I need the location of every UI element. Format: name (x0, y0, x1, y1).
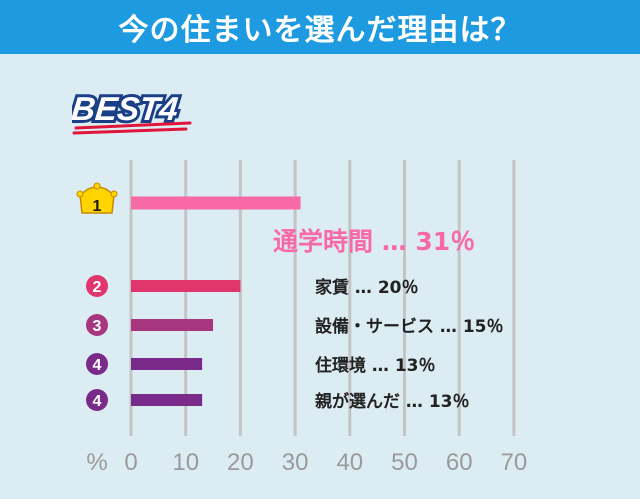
page-title: 今の住まいを選んだ理由は？ (118, 13, 522, 48)
rank-badge (86, 314, 108, 336)
rank-number: 1 (93, 198, 102, 215)
x-tick-label: 30 (282, 449, 309, 476)
x-tick-label: 70 (501, 449, 528, 476)
data-label: 住環境 … 13％ (315, 355, 436, 376)
x-tick-label: 50 (391, 449, 418, 476)
data-label: 家賃 … 20％ (315, 277, 419, 298)
crown-icon-jewel (93, 182, 101, 190)
rank-badge (86, 275, 108, 297)
bar (131, 358, 203, 370)
best-badge: BEST4 (72, 88, 192, 135)
bar (131, 280, 241, 292)
x-tick-label: 10 (172, 449, 199, 476)
data-label: 親が選んだ … 13％ (315, 391, 470, 412)
data-label: 設備・サービス … 15％ (315, 316, 504, 337)
rank-number: 4 (93, 393, 102, 410)
rank-number: 4 (93, 357, 102, 374)
badge-underline (72, 121, 192, 135)
rank-number: 3 (93, 318, 102, 335)
header-bar: 今の住まいを選んだ理由は？ (0, 0, 640, 54)
crown-icon-jewel (76, 190, 84, 198)
x-tick-label: 60 (446, 449, 473, 476)
data-label-top: 通学時間 … 31％ (273, 227, 475, 256)
rank-badge (86, 353, 108, 375)
x-tick-label: 0 (124, 449, 137, 476)
x-tick-label: 20 (227, 449, 254, 476)
rank-number: 2 (93, 279, 102, 296)
rank-badge (86, 389, 108, 411)
crown-icon-jewel (110, 190, 118, 198)
x-axis-unit-label: % (86, 449, 107, 476)
x-tick-label: 40 (336, 449, 363, 476)
crown-icon (79, 185, 115, 214)
bar (131, 196, 301, 210)
bar (131, 319, 214, 331)
bar (131, 394, 203, 406)
